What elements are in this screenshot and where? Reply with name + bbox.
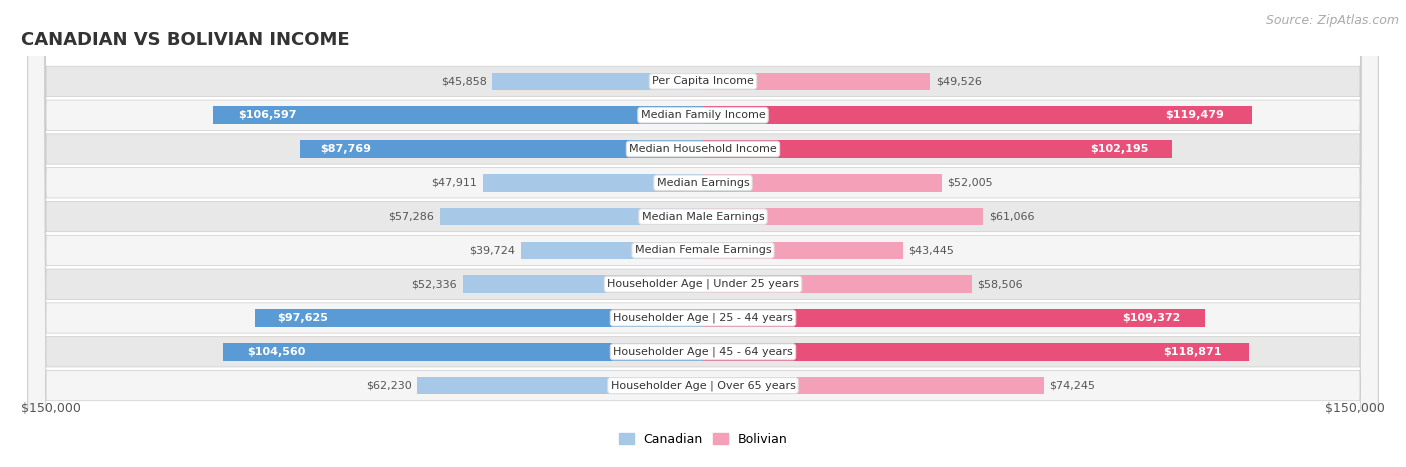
Bar [222,343,703,361]
Text: $45,858: $45,858 [441,77,486,86]
FancyBboxPatch shape [28,0,1378,467]
FancyBboxPatch shape [28,0,1378,467]
Text: $58,506: $58,506 [977,279,1022,289]
FancyBboxPatch shape [28,0,1378,467]
Text: $104,560: $104,560 [247,347,305,357]
Text: $43,445: $43,445 [908,245,953,255]
Text: $150,000: $150,000 [1326,402,1385,415]
Bar [299,140,703,158]
Text: Median Family Income: Median Family Income [641,110,765,120]
Text: $97,625: $97,625 [277,313,328,323]
Text: Householder Age | Over 65 years: Householder Age | Over 65 years [610,380,796,391]
Text: Median Household Income: Median Household Income [628,144,778,154]
Bar [703,343,1249,361]
FancyBboxPatch shape [28,0,1378,467]
FancyBboxPatch shape [28,0,1378,467]
Text: $39,724: $39,724 [470,245,515,255]
Bar [463,276,703,293]
Bar [703,309,1205,327]
Text: Per Capita Income: Per Capita Income [652,77,754,86]
Text: Source: ZipAtlas.com: Source: ZipAtlas.com [1265,14,1399,27]
Text: $62,230: $62,230 [366,381,412,390]
Text: $61,066: $61,066 [988,212,1035,222]
Text: Householder Age | 45 - 64 years: Householder Age | 45 - 64 years [613,347,793,357]
Bar [703,72,931,90]
Bar [492,72,703,90]
Bar [703,276,972,293]
Text: Householder Age | Under 25 years: Householder Age | Under 25 years [607,279,799,290]
Text: Median Earnings: Median Earnings [657,178,749,188]
Bar [482,174,703,191]
Text: $150,000: $150,000 [21,402,80,415]
Text: Median Female Earnings: Median Female Earnings [634,245,772,255]
Bar [440,208,703,226]
Bar [703,140,1173,158]
FancyBboxPatch shape [28,0,1378,467]
Bar [703,174,942,191]
Text: $52,336: $52,336 [412,279,457,289]
Text: $74,245: $74,245 [1049,381,1095,390]
Text: $49,526: $49,526 [936,77,981,86]
Text: Householder Age | 25 - 44 years: Householder Age | 25 - 44 years [613,313,793,323]
Bar [214,106,703,124]
Bar [520,241,703,259]
Bar [703,377,1045,395]
Bar [703,106,1251,124]
Legend: Canadian, Bolivian: Canadian, Bolivian [613,428,793,451]
Text: $87,769: $87,769 [321,144,371,154]
Text: $47,911: $47,911 [432,178,478,188]
Text: $106,597: $106,597 [238,110,297,120]
Text: $52,005: $52,005 [948,178,993,188]
FancyBboxPatch shape [28,0,1378,467]
Text: $118,871: $118,871 [1163,347,1222,357]
Bar [703,241,903,259]
FancyBboxPatch shape [28,0,1378,467]
Bar [254,309,703,327]
Text: $102,195: $102,195 [1091,144,1149,154]
Text: CANADIAN VS BOLIVIAN INCOME: CANADIAN VS BOLIVIAN INCOME [21,31,350,50]
Text: $57,286: $57,286 [388,212,434,222]
FancyBboxPatch shape [28,0,1378,467]
Text: Median Male Earnings: Median Male Earnings [641,212,765,222]
FancyBboxPatch shape [28,0,1378,467]
Text: $109,372: $109,372 [1122,313,1180,323]
Bar [703,208,983,226]
Text: $119,479: $119,479 [1166,110,1225,120]
Bar [418,377,703,395]
